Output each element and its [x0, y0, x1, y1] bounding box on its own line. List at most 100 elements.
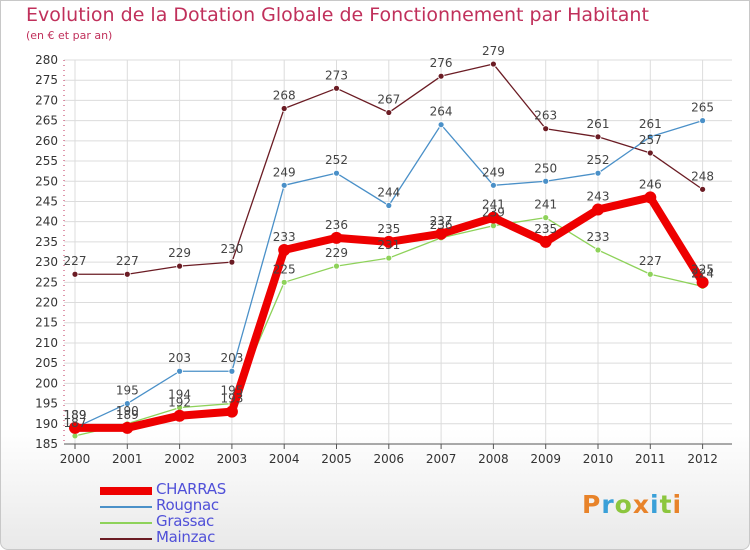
data-label-grassac: 187	[64, 416, 87, 430]
data-label-rougnac: 244	[377, 186, 400, 200]
data-label-grassac: 227	[639, 254, 662, 268]
data-point-grassac	[646, 270, 654, 278]
data-label-grassac: 229	[325, 246, 348, 260]
data-point-mainzac	[280, 105, 288, 112]
legend-label: Rougnac	[156, 496, 219, 514]
x-tick-label: 2004	[269, 452, 300, 466]
data-point-rougnac	[280, 181, 288, 189]
data-label-mainzac: 257	[639, 133, 662, 147]
data-point-charras	[435, 227, 448, 240]
data-label-charras: 225	[691, 262, 714, 276]
y-tick-label: 260	[35, 134, 58, 148]
data-label-grassac: 190	[116, 404, 139, 418]
data-point-mainzac	[437, 72, 445, 80]
data-point-rougnac	[542, 177, 550, 185]
x-tick-label: 2012	[687, 452, 718, 466]
data-label-rougnac: 203	[168, 351, 191, 365]
data-label-charras: 236	[325, 218, 348, 232]
data-label-mainzac: 267	[377, 93, 400, 107]
data-label-rougnac: 249	[273, 165, 296, 179]
data-point-charras	[173, 409, 186, 422]
data-label-rougnac: 252	[587, 153, 610, 167]
y-tick-label: 185	[35, 437, 58, 451]
data-point-mainzac	[646, 149, 654, 157]
data-label-grassac: 194	[168, 388, 191, 402]
data-point-mainzac	[71, 270, 79, 278]
y-tick-label: 235	[35, 235, 58, 249]
y-tick-label: 275	[35, 73, 58, 87]
data-point-charras	[644, 191, 657, 204]
data-point-rougnac	[333, 169, 340, 177]
data-label-mainzac: 263	[534, 109, 557, 123]
data-label-charras: 235	[534, 222, 557, 236]
y-tick-label: 250	[35, 174, 58, 188]
data-label-charras: 241	[482, 198, 505, 212]
data-label-grassac: 239	[482, 206, 505, 220]
y-tick-label: 205	[35, 356, 58, 370]
legend-label: Mainzac	[156, 528, 216, 546]
data-point-rougnac	[228, 367, 236, 375]
data-label-mainzac: 273	[325, 68, 348, 82]
y-tick-label: 195	[35, 397, 58, 411]
y-tick-label: 190	[35, 417, 58, 431]
x-tick-label: 2000	[60, 452, 91, 466]
data-label-rougnac: 249	[482, 165, 505, 179]
data-label-grassac: 231	[377, 238, 400, 252]
data-label-rougnac: 195	[116, 384, 139, 398]
data-point-mainzac	[228, 258, 236, 266]
data-point-rougnac	[594, 169, 602, 177]
data-point-grassac	[280, 278, 288, 286]
data-label-charras: 246	[639, 177, 662, 191]
data-point-rougnac	[123, 400, 131, 407]
data-label-rougnac: 264	[430, 105, 453, 119]
data-point-rougnac	[437, 121, 445, 129]
y-tick-label: 215	[35, 316, 58, 330]
data-point-mainzac	[594, 133, 602, 141]
y-tick-label: 220	[35, 296, 58, 310]
chart-subtitle: (en € et par an)	[26, 29, 113, 42]
data-label-mainzac: 268	[273, 89, 296, 103]
data-label-grassac: 233	[587, 230, 610, 244]
data-label-mainzac: 229	[168, 246, 191, 260]
x-tick-label: 2011	[635, 452, 666, 466]
data-label-grassac: 241	[534, 198, 557, 212]
data-label-mainzac: 227	[64, 254, 87, 268]
y-tick-label: 265	[35, 114, 58, 128]
data-point-mainzac	[542, 125, 550, 133]
data-label-rougnac: 265	[691, 101, 714, 115]
data-point-rougnac	[176, 367, 184, 375]
data-label-charras: 189	[116, 408, 139, 422]
x-tick-label: 2008	[478, 452, 509, 466]
data-point-charras	[330, 231, 343, 244]
data-label-grassac: 224	[691, 266, 714, 280]
data-point-charras	[69, 421, 81, 434]
x-tick-label: 2010	[583, 452, 614, 466]
y-tick-label: 225	[35, 275, 58, 289]
data-point-charras	[487, 211, 500, 224]
y-tick-label: 200	[35, 376, 58, 390]
data-label-grassac: 195	[220, 384, 243, 398]
data-point-mainzac	[333, 84, 340, 92]
data-label-charras: 233	[273, 230, 296, 244]
y-tick-label: 255	[35, 154, 58, 168]
data-point-rougnac	[489, 181, 497, 189]
data-label-charras: 235	[377, 222, 400, 236]
x-tick-label: 2002	[164, 452, 195, 466]
x-tick-label: 2009	[530, 452, 561, 466]
legend-swatch	[100, 506, 152, 508]
data-point-grassac	[385, 254, 393, 262]
data-label-grassac: 236	[430, 218, 453, 232]
data-point-charras	[539, 235, 552, 248]
data-label-rougnac: 189	[64, 408, 87, 422]
data-point-mainzac	[489, 60, 497, 68]
legend-swatch	[100, 487, 152, 495]
data-point-charras	[382, 235, 395, 248]
x-tick-label: 2005	[321, 452, 352, 466]
data-point-grassac	[333, 262, 340, 270]
data-label-charras: 243	[587, 190, 610, 204]
data-label-rougnac: 250	[534, 161, 557, 175]
y-tick-label: 270	[35, 93, 58, 107]
data-label-rougnac: 203	[220, 351, 243, 365]
data-label-mainzac: 276	[430, 56, 453, 70]
